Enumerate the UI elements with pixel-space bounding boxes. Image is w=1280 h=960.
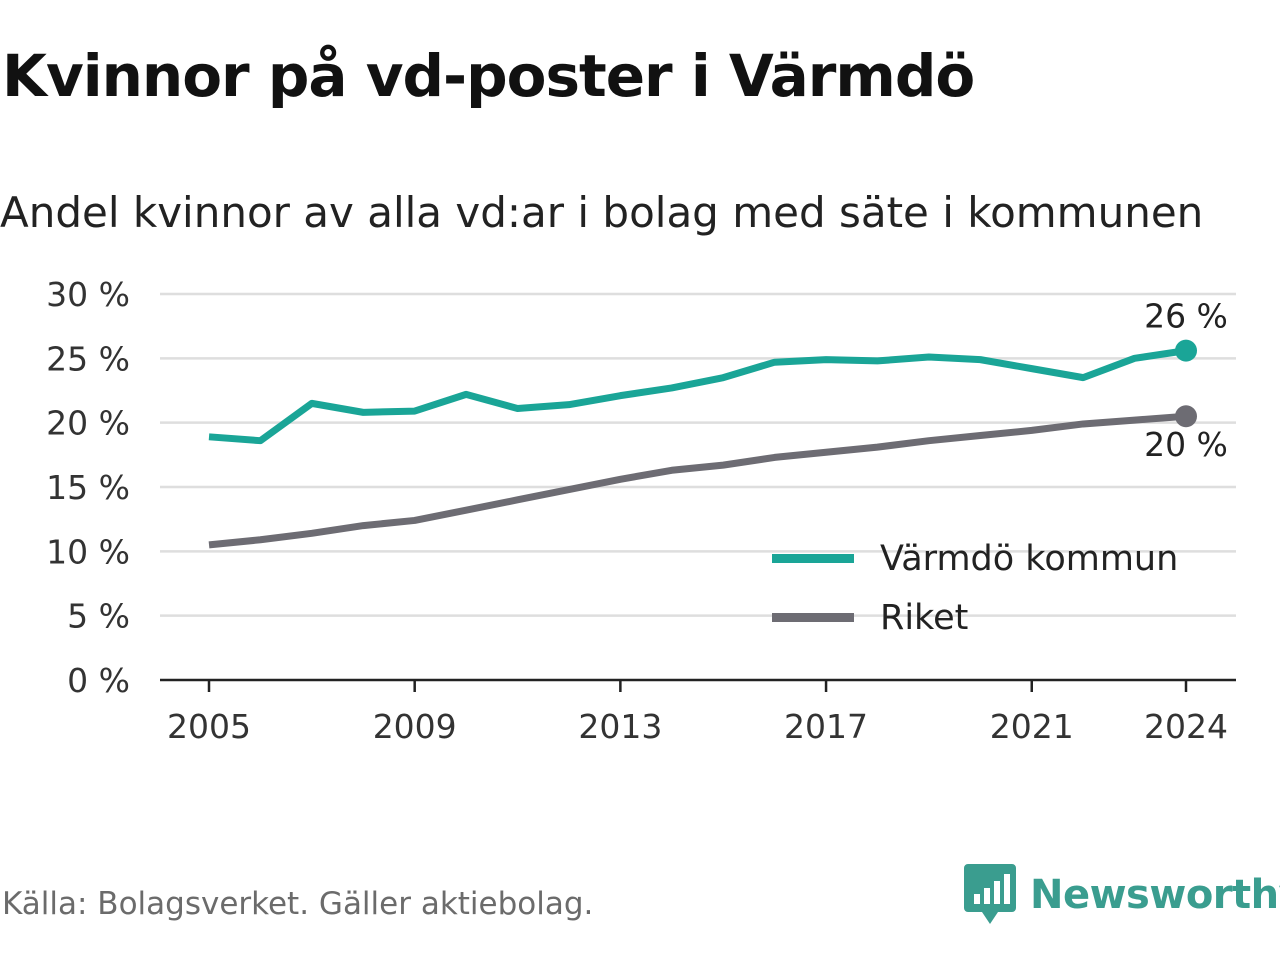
x-tick-label: 2005 — [167, 707, 251, 746]
series-endpoint-0 — [1175, 339, 1197, 362]
chart-subtitle: Andel kvinnor av alla vd:ar i bolag med … — [0, 188, 1204, 237]
x-tick-label: 2024 — [1144, 707, 1228, 746]
y-tick-label: 30 % — [46, 275, 130, 314]
y-tick-label: 20 % — [46, 404, 130, 443]
x-tick-label: 2017 — [784, 707, 868, 746]
y-tick-label: 25 % — [46, 339, 130, 378]
legend-label-0: Värmdö kommun — [880, 539, 1178, 579]
source-note: Källa: Bolagsverket. Gäller aktiebolag. — [2, 886, 594, 922]
x-tick-label: 2021 — [990, 707, 1074, 746]
brand-logo: Newsworthy — [964, 864, 1280, 926]
legend-swatch-0 — [772, 554, 854, 563]
newsworthy-logo-icon — [964, 864, 1016, 924]
x-tick-label: 2013 — [578, 707, 662, 746]
brand-name: Newsworthy — [1030, 872, 1280, 918]
series-end-label-0: 26 % — [1144, 297, 1228, 336]
y-tick-label: 0 % — [67, 661, 130, 700]
y-tick-label: 15 % — [46, 468, 130, 507]
series-line-0 — [208, 347, 1187, 445]
series-line-1 — [208, 412, 1187, 549]
series-end-label-1: 20 % — [1144, 425, 1228, 464]
y-tick-label: 5 % — [67, 597, 130, 636]
legend-swatch-1 — [772, 613, 854, 622]
chart-title: Kvinnor på vd-poster i Värmdö — [2, 42, 975, 110]
x-tick-label: 2009 — [373, 707, 457, 746]
y-tick-label: 10 % — [46, 532, 130, 571]
legend-label-1: Riket — [880, 598, 968, 638]
series-endpoint-1 — [1175, 405, 1197, 428]
